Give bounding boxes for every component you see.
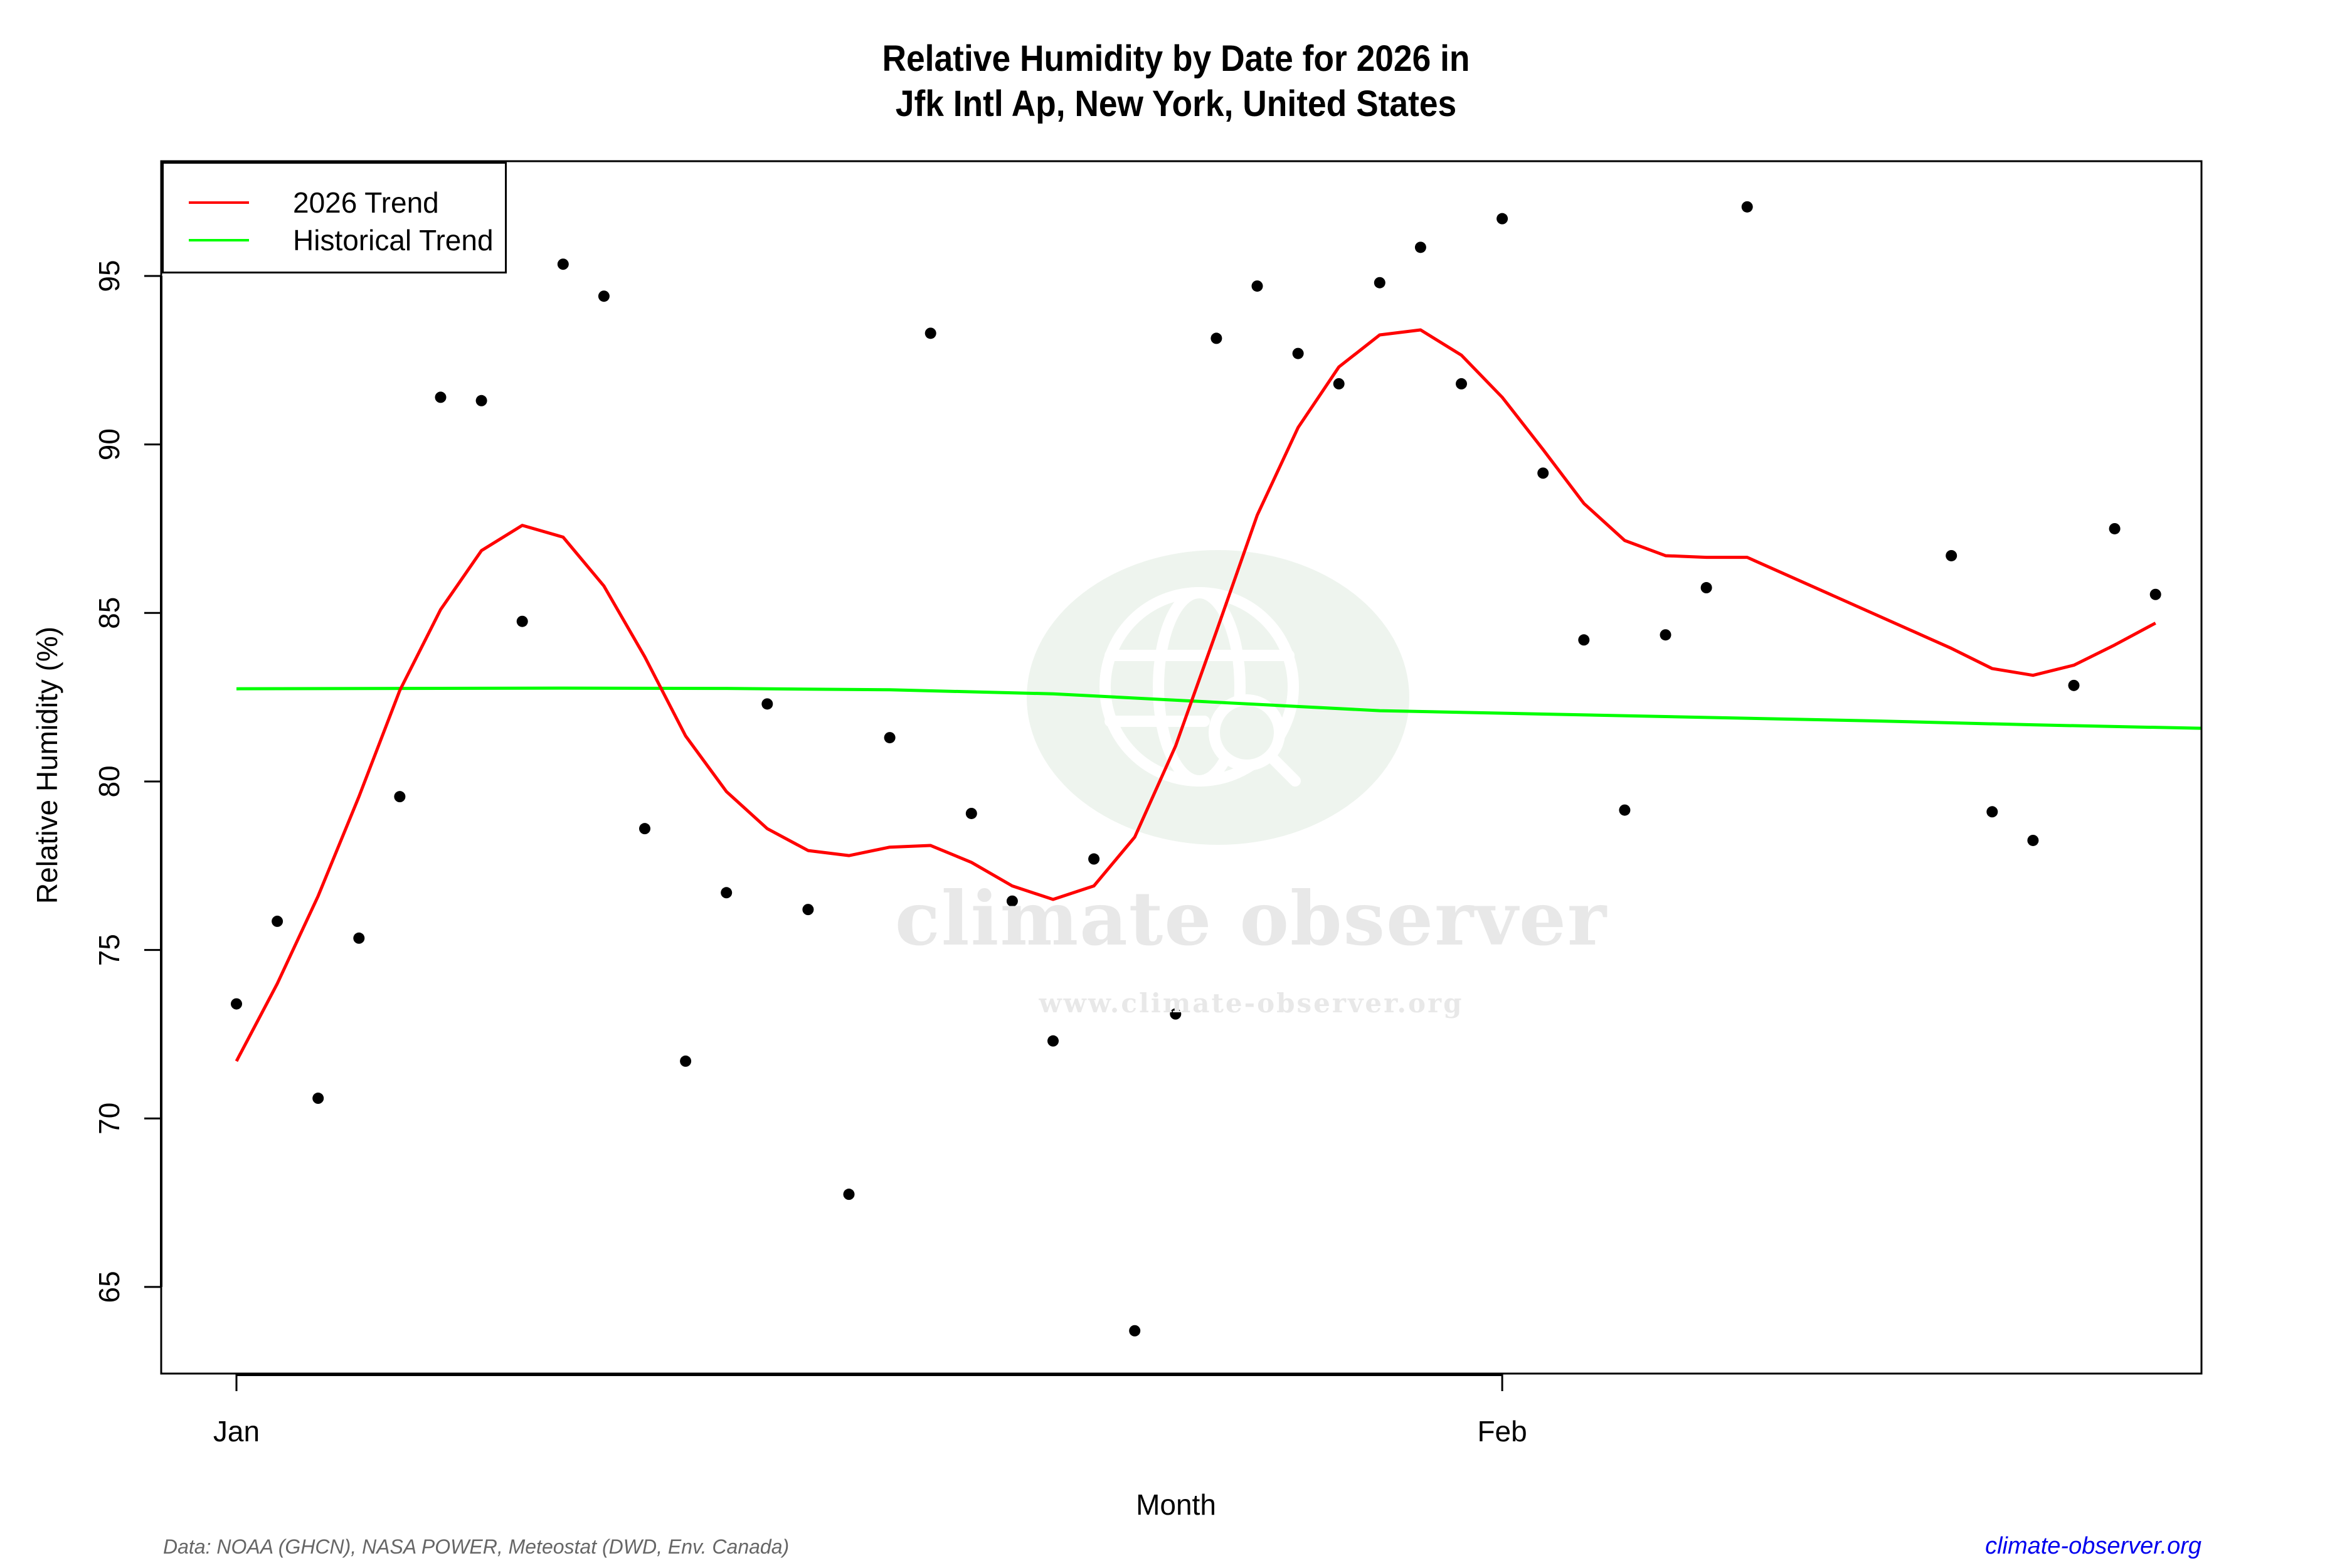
data-point [1047,1035,1059,1047]
x-tick-label: Jan [213,1415,260,1448]
x-tick-label: Feb [1477,1415,1527,1448]
legend-item-historical-trend: Historical Trend [164,221,494,259]
data-point [1088,853,1100,865]
y-tick-label: 95 [93,260,125,292]
data-point [1946,549,1957,561]
historical-trend-line [236,686,2201,730]
data-point [1578,634,1590,646]
y-tick-label: 70 [93,1103,125,1135]
data-point [761,698,773,710]
data-point [843,1189,855,1200]
trend-2026-line [235,328,2156,1062]
data-point [2109,522,2121,534]
y-tick-label: 65 [93,1271,125,1303]
y-axis-label: Relative Humidity (%) [31,626,63,904]
data-point [2027,834,2039,846]
data-point [516,615,528,627]
data-point [557,258,569,270]
legend-swatch-red [189,201,249,204]
y-tick-label: 85 [93,597,125,629]
data-point [924,327,936,339]
chart-title-line1: Relative Humidity by Date for 2026 in [882,38,1470,79]
x-axis-label: Month [1136,1488,1216,1521]
data-point [1496,213,1508,225]
data-point [1660,629,1671,641]
watermark-url: www.climate-observer.org [1039,988,1464,1019]
data-point [1700,582,1712,594]
watermark-name: climate observer [894,875,1608,962]
data-point [1986,806,1998,818]
climate-observer-link[interactable]: climate-observer.org [1985,1533,2201,1559]
data-point [475,395,487,406]
data-point [1456,378,1467,389]
data-point [1292,347,1304,359]
legend-label: 2026 Trend [293,186,439,219]
data-point [721,887,733,899]
data-point [1333,378,1345,389]
watermark-logo-icon [1027,550,1409,845]
data-point [884,732,896,744]
data-point [1414,241,1426,253]
data-point [2149,588,2161,600]
data-point [435,391,447,403]
data-point [1210,332,1222,344]
y-tick-label: 90 [93,428,125,460]
data-point [639,823,650,835]
data-point [353,932,365,944]
data-point [1537,467,1549,479]
legend: 2026 Trend Historical Trend [162,162,507,273]
data-point [802,904,814,916]
legend-label: Historical Trend [293,224,494,257]
data-point [1006,895,1018,907]
data-point [312,1093,324,1104]
data-point [1619,804,1631,816]
legend-swatch-green [189,239,249,241]
data-point [231,998,242,1010]
data-point [1170,1008,1182,1020]
data-point [1741,201,1753,213]
data-point [965,807,977,819]
data-point [2068,679,2080,691]
data-point [1251,280,1263,292]
data-point [1129,1325,1141,1337]
chart-title-line2: Jfk Intl Ap, New York, United States [895,83,1457,124]
legend-item-2026-trend: 2026 Trend [164,184,439,221]
data-point [680,1055,692,1067]
y-tick-label: 75 [93,934,125,966]
data-point [598,290,610,302]
chart-title: Relative Humidity by Date for 2026 in Jf… [0,36,2352,127]
data-point [394,791,406,803]
data-point [1374,277,1385,289]
y-tick-label: 80 [93,765,125,797]
data-source-note: Data: NOAA (GHCN), NASA POWER, Meteostat… [163,1535,790,1558]
data-point [272,915,283,927]
